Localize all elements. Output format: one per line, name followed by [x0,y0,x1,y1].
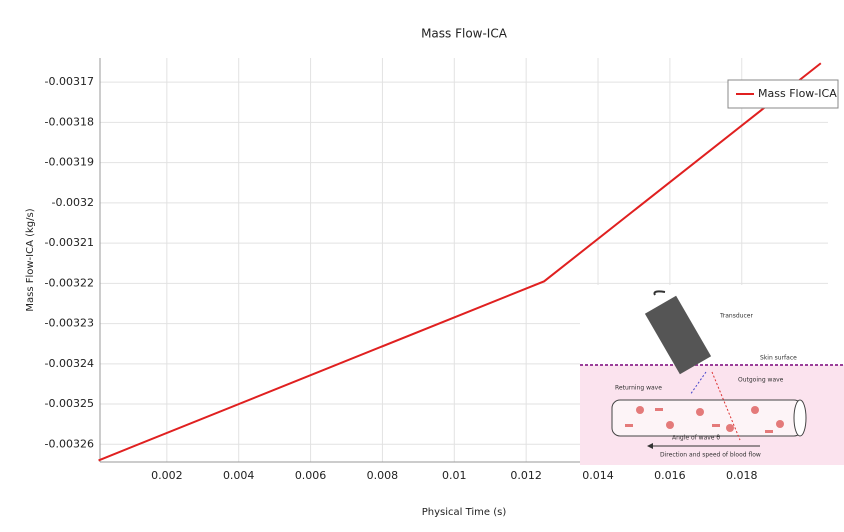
y-tick-label: -0.0032 [52,196,94,209]
x-tick-label: 0.012 [510,469,542,482]
y-axis-label: Mass Flow-ICA (kg/s) [25,208,36,311]
y-tick-label: -0.00322 [45,276,94,289]
x-tick-label: 0.006 [295,469,327,482]
y-tick-label: -0.00324 [45,357,94,370]
page: {"chart_data": {"type": "line", "title":… [0,0,844,532]
x-tick-label: 0.004 [223,469,255,482]
x-tick-label: 0.014 [582,469,614,482]
x-tick-label: 0.016 [654,469,686,482]
vessel-end [794,400,806,436]
inset-label: Returning wave [615,385,662,392]
x-tick-label: 0.01 [442,469,467,482]
inset-label: Transducer [719,313,753,320]
y-tick-label: -0.00319 [45,156,94,169]
chart: Mass Flow-ICA Physical Time (s) Mass Flo… [0,0,844,532]
inset-label: Direction and speed of blood flow [660,452,761,459]
x-tick-label: 0.008 [367,469,399,482]
inset-diagram: Transducer Skin surface Outgoing wave Re… [580,285,844,465]
x-axis-label: Physical Time (s) [422,507,507,518]
y-tick-label: -0.00318 [45,115,94,128]
x-tick-label: 0.002 [151,469,183,482]
y-tick-label: -0.00326 [45,437,94,450]
vessel [612,400,802,436]
y-tick-label: -0.00321 [45,236,94,249]
x-tick-label: 0.018 [726,469,758,482]
y-tick-label: -0.00325 [45,397,94,410]
chart-title: Mass Flow-ICA [421,27,508,41]
legend-label: Mass Flow-ICA [758,87,837,100]
inset-label: Skin surface [760,355,797,362]
inset-label: Angle of wave θ [672,435,720,442]
y-tick-label: -0.00317 [45,75,94,88]
y-tick-label: -0.00323 [45,317,94,330]
inset-label: Outgoing wave [738,377,784,384]
